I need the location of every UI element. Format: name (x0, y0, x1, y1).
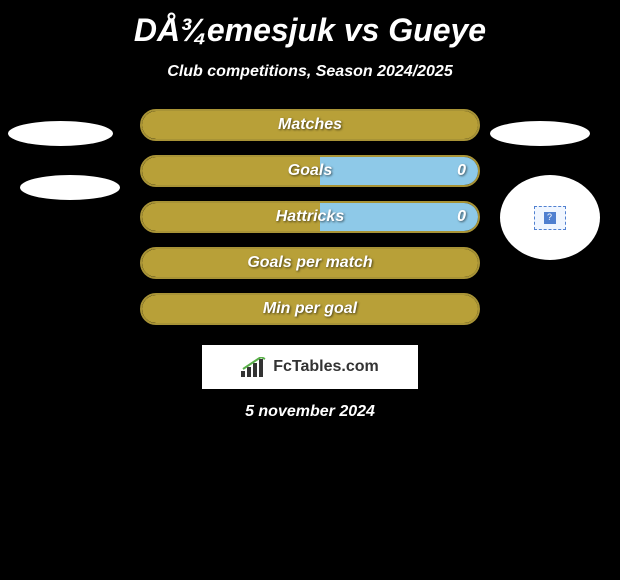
footer-date: 5 november 2024 (0, 403, 620, 421)
stat-bar-goals: Goals 0 (140, 155, 480, 187)
page-subtitle: Club competitions, Season 2024/2025 (0, 63, 620, 81)
stat-bar-label: Goals per match (142, 254, 478, 272)
missing-image-icon (544, 212, 556, 224)
stat-bar-hattricks: Hattricks 0 (140, 201, 480, 233)
player-right-avatar-placeholder (500, 175, 600, 260)
fctables-logo-icon (241, 357, 267, 377)
missing-image-box (534, 206, 566, 230)
stat-bar-label: Min per goal (142, 300, 478, 318)
stat-bar-label: Goals (142, 162, 478, 180)
stat-bar-value: 0 (457, 208, 466, 226)
page-title: DÅ¾emesjuk vs Gueye (0, 0, 620, 49)
player-left-shape-1 (8, 121, 113, 146)
logo-box: FcTables.com (202, 345, 418, 389)
logo-text: FcTables.com (273, 358, 379, 376)
stat-bar-label: Matches (142, 116, 478, 134)
stat-bar-label: Hattricks (142, 208, 478, 226)
stat-bar-min-per-goal: Min per goal (140, 293, 480, 325)
stat-bar-goals-per-match: Goals per match (140, 247, 480, 279)
stat-bar-value: 0 (457, 162, 466, 180)
stat-bar-matches: Matches (140, 109, 480, 141)
player-left-shape-2 (20, 175, 120, 200)
player-right-shape-1 (490, 121, 590, 146)
comparison-area: Matches Goals 0 Hattricks 0 Goals per ma… (0, 109, 620, 325)
